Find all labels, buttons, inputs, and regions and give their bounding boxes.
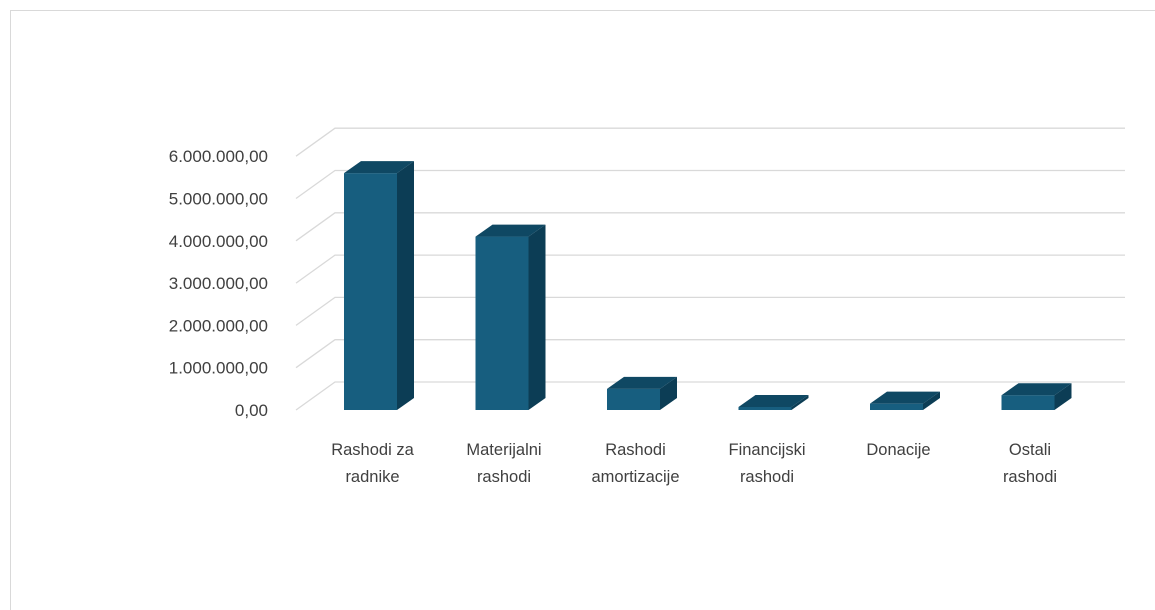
- y-tick-label: 4.000.000,00: [169, 232, 268, 251]
- bar-front: [607, 388, 660, 410]
- y-axis-ticks: 0,00 1.000.000,00 2.000.000,00 3.000.000,00…: [169, 147, 268, 420]
- bar-side: [528, 224, 546, 410]
- bar-top: [738, 395, 809, 407]
- y-tick-label: 1.000.000,00: [169, 359, 268, 378]
- gridline: [295, 381, 1125, 411]
- bar: [1001, 383, 1072, 410]
- bar-side: [923, 391, 940, 410]
- category-label: Rashodi amortizacije: [591, 441, 679, 486]
- bar-side: [397, 161, 414, 410]
- gridline: [295, 339, 1125, 369]
- bar: [344, 161, 414, 410]
- category-label: Rashodi za radnike: [331, 441, 414, 486]
- bar: [870, 391, 940, 410]
- x-axis-categories: Rashodi za radnike Materijalni rashodi Rasho…: [331, 441, 1057, 486]
- gridlines: [295, 127, 1125, 411]
- y-tick-label: 2.000.000,00: [169, 316, 268, 335]
- gridline: [295, 169, 1125, 200]
- bar-front: [344, 173, 397, 410]
- bar-side: [660, 376, 677, 410]
- bar: [475, 224, 546, 410]
- bars: [344, 161, 1072, 410]
- bar-front: [475, 236, 529, 410]
- chart-frame: [10, 10, 1155, 610]
- bar-front: [870, 403, 923, 410]
- bar-top: [870, 391, 940, 404]
- y-tick-label: 3.000.000,00: [169, 274, 268, 293]
- bar-side: [1054, 383, 1072, 410]
- bar-top: [607, 376, 677, 389]
- bar-top: [1001, 383, 1072, 396]
- gridline: [295, 212, 1125, 242]
- gridline: [295, 296, 1125, 326]
- gridline: [295, 254, 1125, 284]
- bar-top: [475, 224, 546, 237]
- bar: [607, 376, 677, 410]
- category-label: Donacije: [866, 441, 930, 459]
- gridline: [295, 127, 1125, 157]
- category-label: Materijalni rashodi: [466, 441, 541, 486]
- y-tick-label: 5.000.000,00: [169, 190, 268, 209]
- bar-side: [791, 395, 809, 410]
- bar-top: [344, 161, 414, 174]
- y-tick-label: 6.000.000,00: [169, 147, 268, 166]
- bar-front: [1001, 395, 1055, 410]
- category-label: Financijski rashodi: [728, 441, 805, 486]
- y-tick-label: 0,00: [235, 401, 268, 420]
- bar: [738, 395, 809, 410]
- category-label: Ostali rashodi: [1003, 441, 1057, 486]
- bar-front: [738, 407, 792, 410]
